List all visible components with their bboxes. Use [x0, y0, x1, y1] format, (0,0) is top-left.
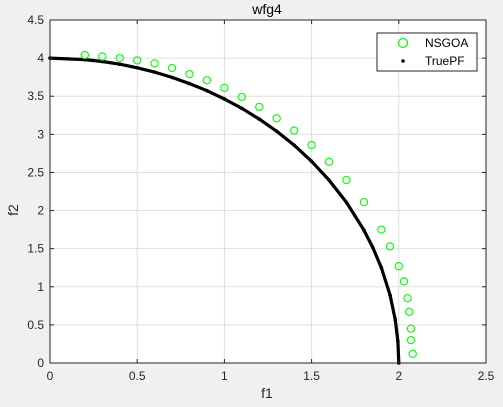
nsgoa-point — [342, 175, 351, 185]
nsgoa-point — [406, 324, 416, 333]
nsgoa-point — [324, 157, 334, 166]
truepf-point — [152, 70, 157, 74]
truepf-point — [100, 59, 105, 64]
truepf-point — [362, 228, 366, 232]
truepf-point — [205, 88, 209, 93]
truepf-point — [292, 143, 296, 148]
nsgoa-point — [98, 52, 107, 61]
nsgoa-point — [405, 307, 414, 317]
nsgoa-point — [403, 294, 412, 303]
y-tick-label: 1.5 — [27, 242, 44, 256]
tick-layer: 0 0.5 1 1.5 2 2.5 0 0.5 1 1.5 2 2.5 3 3.5 4 4.5 — [27, 13, 494, 383]
truepf-point — [240, 106, 244, 111]
truepf-point — [135, 65, 139, 70]
series-layer — [48, 50, 417, 365]
plot-area — [50, 20, 486, 363]
y-tick-label: 0.5 — [27, 318, 44, 332]
x-tick-label: 2 — [395, 369, 402, 383]
truepf-point — [65, 57, 70, 61]
nsgoa-point — [80, 50, 90, 60]
nsgoa-point — [202, 76, 212, 85]
nsgoa-point — [272, 114, 281, 123]
nsgoa-point — [220, 83, 229, 92]
y-tick-label: 4.5 — [27, 13, 44, 27]
truepf-point — [170, 75, 174, 80]
legend-marker-nsgoa — [397, 37, 409, 49]
legend-box — [376, 32, 478, 72]
nsgoa-point — [185, 69, 194, 79]
truepf-point — [344, 200, 349, 205]
nsgoa-point — [377, 225, 386, 234]
y-tick-label: 1 — [37, 280, 44, 294]
nsgoa-point — [133, 56, 142, 65]
nsgoa-point — [167, 63, 177, 73]
nsgoa-point — [115, 53, 124, 63]
legend-label-nsgoa: NSGOA — [425, 36, 468, 50]
truepf-point — [327, 178, 331, 182]
nsgoa-point — [307, 140, 316, 150]
y-tick-label: 0 — [37, 356, 44, 370]
truepf-point — [388, 293, 392, 298]
truepf-point — [393, 318, 398, 322]
truepf-point — [309, 159, 314, 164]
x-tick-label: 0 — [47, 369, 54, 383]
nsgoa-point — [237, 92, 246, 102]
legend-marker-truepf — [401, 59, 405, 63]
nsgoa-point — [255, 102, 264, 112]
nsgoa-point — [394, 262, 403, 271]
x-tick-label: 2.5 — [478, 369, 495, 383]
nsgoa-point — [290, 126, 299, 135]
y-tick-label: 3 — [37, 127, 44, 141]
nsgoa-point — [406, 335, 416, 345]
nsgoa-point — [150, 59, 159, 68]
nsgoa-point — [399, 277, 409, 286]
truepf-point — [274, 129, 279, 134]
truepf-point — [187, 81, 192, 86]
nsgoa-point — [359, 198, 369, 207]
axes-box — [49, 19, 487, 364]
nsgoa-point — [408, 349, 417, 359]
y-tick-label: 4 — [37, 51, 44, 65]
truepf-point — [257, 117, 262, 121]
truepf-point — [396, 339, 400, 344]
truepf-point — [370, 245, 375, 249]
x-axis-label: f1 — [261, 385, 273, 401]
y-axis-label: f2 — [5, 204, 21, 216]
x-tick-label: 0.5 — [129, 369, 146, 383]
truepf-point — [379, 265, 384, 270]
truepf-point — [117, 62, 122, 67]
nsgoa-point — [385, 242, 395, 251]
legend-label-truepf: TruePF — [425, 54, 465, 68]
chart-title: wfg4 — [251, 1, 282, 17]
x-tick-label: 1 — [221, 369, 228, 383]
y-tick-label: 2.5 — [27, 165, 44, 179]
legend[interactable]: NSGOA TruePF — [376, 32, 478, 72]
y-tick-label: 2 — [37, 204, 44, 218]
y-tick-label: 3.5 — [27, 89, 44, 103]
x-tick-label: 1.5 — [303, 369, 320, 383]
truepf-point — [222, 97, 227, 101]
